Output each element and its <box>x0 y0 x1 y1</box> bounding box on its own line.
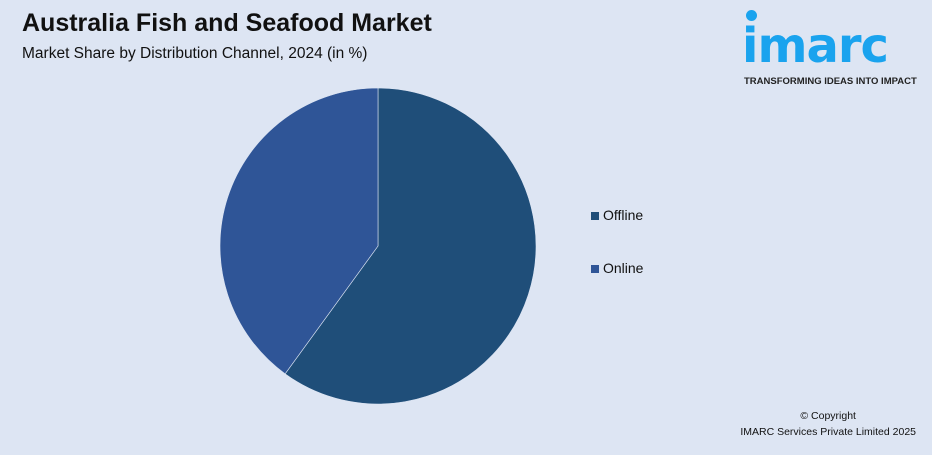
copyright-line: © Copyright <box>800 410 856 422</box>
legend-item-offline: Offline <box>591 207 643 224</box>
chart-title: Australia Fish and Seafood Market <box>22 9 432 37</box>
copyright: © Copyright IMARC Services Private Limit… <box>740 408 916 440</box>
logo-dot <box>746 10 757 21</box>
legend-swatch <box>591 264 599 273</box>
legend-item-online: Online <box>591 260 643 277</box>
legend-label: Offline <box>603 207 644 223</box>
logo-tagline: TRANSFORMING IDEAS INTO IMPACT <box>744 76 917 87</box>
copyright-company: IMARC Services Private Limited 2025 <box>740 426 916 438</box>
logo-word: imarc <box>742 18 889 74</box>
legend-label: Online <box>603 260 644 276</box>
legend-swatch <box>591 211 599 220</box>
pie-slice-offline <box>284 87 537 405</box>
imarc-logo: imarc TRANSFORMING IDEAS INTO IMPACT <box>742 8 926 92</box>
chart-subtitle: Market Share by Distribution Channel, 20… <box>22 45 368 62</box>
pie-slice-online <box>219 87 379 375</box>
